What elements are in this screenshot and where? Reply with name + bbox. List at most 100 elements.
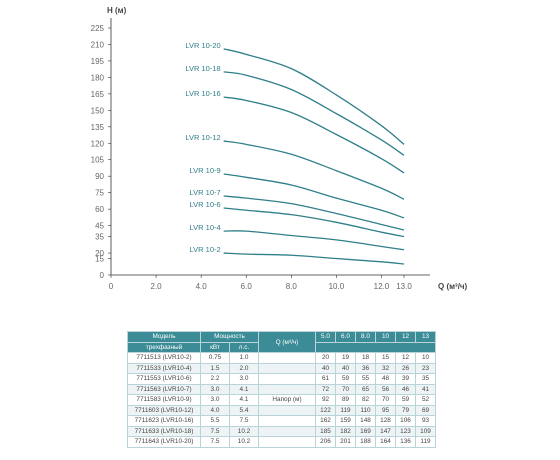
- series-label: LVR 10-20: [185, 41, 220, 50]
- cell-head-value: 48: [375, 373, 396, 385]
- pump-spec-table-wrap: Модель Мощность Q (м³/ч) 5.0 6.0 8.0 10 …: [127, 331, 436, 448]
- series-line: [223, 207, 405, 238]
- cell-head-value: 72: [315, 383, 336, 395]
- cell-blank: [258, 373, 316, 385]
- cell-head-value: 40: [335, 362, 356, 374]
- cell-head-value: 36: [355, 362, 376, 374]
- table-row: 7711583 (LVR10-9) 3.0 4.1 Напор (м) 92 89 82 70…: [127, 394, 436, 406]
- table-row: 7711643 (LVR10-20) 7.5 10.2 206 201 188 164 136…: [127, 436, 436, 448]
- x-tick-label: 10.0: [329, 282, 345, 291]
- table-row: 7711633 (LVR10-18) 7.5 10.2 185 182 169 147 123…: [127, 425, 436, 437]
- series-label: LVR 10-9: [190, 166, 221, 175]
- series-line: [223, 173, 405, 219]
- cell-head-value: 201: [335, 436, 356, 448]
- cell-head-value: 123: [395, 425, 416, 437]
- cell-blank: [258, 362, 316, 374]
- x-tick-label: 12.0: [374, 282, 390, 291]
- y-tick-label: 75: [95, 189, 104, 198]
- cell-head-value: 32: [375, 362, 396, 374]
- cell-blank: [258, 383, 316, 395]
- cell-hp: 4.1: [229, 394, 259, 406]
- y-tick-label: 90: [95, 172, 104, 181]
- cell-head-value: 15: [375, 352, 396, 364]
- cell-head-value: 110: [355, 404, 376, 416]
- series-line: [223, 252, 405, 265]
- cell-head-value: 41: [415, 383, 436, 395]
- cell-head-value: 185: [315, 425, 336, 437]
- cell-head-value: 169: [355, 425, 376, 437]
- cell-model: 7711603 (LVR10-12): [127, 404, 201, 416]
- table-row: 7711623 (LVR10-16) 5.5 7.5 162 159 148 128 106 9…: [127, 415, 436, 427]
- cell-hp: 2.0: [229, 362, 259, 374]
- series-label: LVR 10-2: [190, 245, 221, 254]
- y-tick-label: 135: [91, 123, 105, 132]
- cell-kw: 1.5: [200, 362, 230, 374]
- y-tick-label: 0: [100, 271, 105, 280]
- series-label: LVR 10-6: [190, 200, 221, 209]
- cell-head-value: 119: [415, 436, 436, 448]
- series-label: LVR 10-7: [190, 188, 221, 197]
- y-tick-label: 60: [95, 205, 104, 214]
- cell-head-value: 188: [355, 436, 376, 448]
- cell-head-value: 136: [395, 436, 416, 448]
- header-hp: л.с.: [229, 341, 259, 353]
- cell-hp: 1.0: [229, 352, 259, 364]
- cell-head-value: 159: [335, 415, 356, 427]
- y-tick-label: 180: [91, 73, 105, 82]
- cell-head-value: 92: [315, 394, 336, 406]
- series-line: [223, 96, 405, 174]
- cell-kw: 2.2: [200, 373, 230, 385]
- cell-head-value: 40: [315, 362, 336, 374]
- cell-hp: 5.4: [229, 404, 259, 416]
- y-tick-label: 45: [95, 222, 104, 231]
- cell-model: 7711623 (LVR10-16): [127, 415, 201, 427]
- cell-head-value: 93: [415, 415, 436, 427]
- cell-model: 7711563 (LVR10-7): [127, 383, 201, 395]
- cell-kw: 7.5: [200, 425, 230, 437]
- series-label: LVR 10-16: [185, 89, 220, 98]
- cell-head-value: 89: [335, 394, 356, 406]
- cell-head-value: 148: [355, 415, 376, 427]
- cell-head-value: 162: [315, 415, 336, 427]
- cell-head-value: 10: [415, 352, 436, 364]
- x-tick-label: 4.0: [196, 282, 208, 291]
- cell-head-value: 23: [415, 362, 436, 374]
- header-q-value: 6.0: [335, 331, 356, 343]
- cell-hp: 3.0: [229, 373, 259, 385]
- cell-model: 7711633 (LVR10-18): [127, 425, 201, 437]
- cell-blank: [258, 404, 316, 416]
- cell-head-value: 59: [335, 373, 356, 385]
- cell-head-value: 59: [395, 394, 416, 406]
- x-tick-label: 2.0: [151, 282, 163, 291]
- cell-model: 7711583 (LVR10-9): [127, 394, 201, 406]
- header-model: Модель: [127, 331, 201, 343]
- header-power: Мощность: [200, 331, 259, 343]
- header-q-value: 13: [415, 331, 436, 343]
- series-line: [223, 71, 405, 156]
- header-q: Q (м³/ч): [258, 331, 316, 353]
- cell-head-value: 70: [375, 394, 396, 406]
- cell-head-value: 18: [355, 352, 376, 364]
- cell-head-value: 82: [355, 394, 376, 406]
- series-line: [223, 48, 405, 145]
- y-axis-label: H (м): [107, 6, 127, 15]
- cell-model: 7711513 (LVR10-2): [127, 352, 201, 364]
- cell-hp: 4.1: [229, 383, 259, 395]
- header-blank: [315, 341, 436, 353]
- cell-model: 7711553 (LVR10-6): [127, 373, 201, 385]
- cell-blank: [258, 415, 316, 427]
- series-line: [223, 230, 405, 251]
- y-tick-label: 20: [95, 249, 104, 258]
- cell-head-value: 147: [375, 425, 396, 437]
- y-tick-label: 165: [91, 90, 105, 99]
- cell-head-value: 12: [395, 352, 416, 364]
- series-label: LVR 10-18: [185, 64, 220, 73]
- table-row: 7711563 (LVR10-7) 3.0 4.1 72 70 65 56 46 41: [127, 383, 436, 395]
- cell-head-value: 56: [375, 383, 396, 395]
- cell-head-label: Напор (м): [258, 394, 316, 406]
- cell-head-value: 109: [415, 425, 436, 437]
- cell-head-value: 95: [375, 404, 396, 416]
- cell-head-value: 119: [335, 404, 356, 416]
- cell-hp: 7.5: [229, 415, 259, 427]
- cell-head-value: 79: [395, 404, 416, 416]
